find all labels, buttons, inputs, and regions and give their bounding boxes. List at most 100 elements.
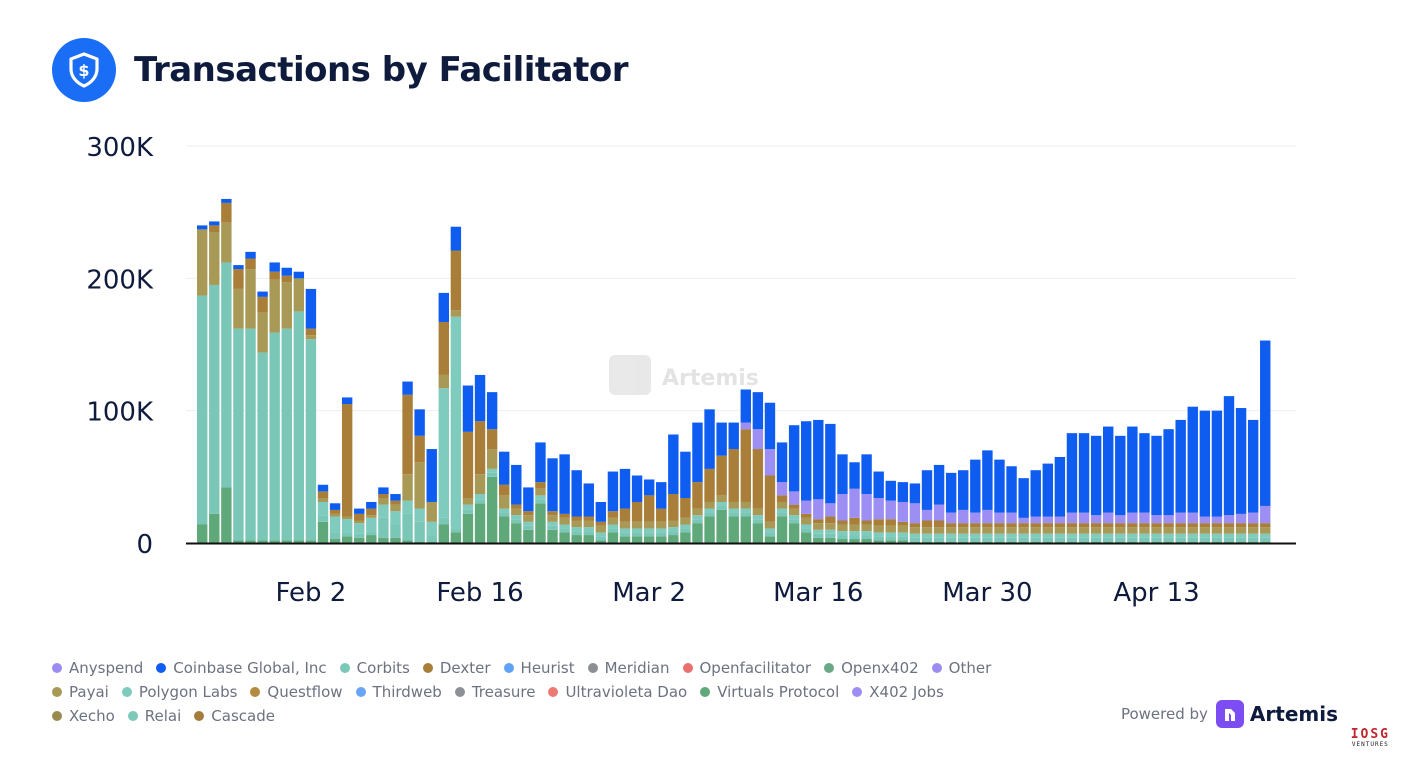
bar-segment [1139,537,1150,542]
legend-item[interactable]: Polygon Labs [121,683,237,701]
bar-segment [994,533,1005,538]
bar-segment [837,520,848,525]
legend-item[interactable]: Coinbase Global, Inc [156,659,327,677]
legend-item[interactable]: Thirdweb [355,683,442,701]
bar-segment [1175,527,1186,534]
bar-segment [1054,537,1066,542]
bar-segment [474,494,486,500]
bar-segment [595,521,607,526]
bar-segment [414,521,425,542]
bar-segment [305,328,317,336]
legend-item[interactable]: Relai [127,707,181,725]
legend-label: Meridian [604,659,670,677]
bar-segment [643,536,655,543]
legend-item[interactable]: Questflow [250,683,343,701]
bar-segment [1247,419,1259,513]
legend-item[interactable]: Other [931,659,991,677]
legend-item[interactable]: Openfacilitator [682,659,811,677]
legend-item[interactable]: Corbits [339,659,410,677]
legend-item[interactable]: Virtuals Protocol [700,683,839,701]
legend-item[interactable]: Cascade [194,707,275,725]
bar-segment [1247,541,1259,543]
legend-item[interactable]: Heurist [503,659,575,677]
bar-segment [1115,435,1126,516]
bar-segment [366,517,377,532]
bar-segment [354,520,365,524]
bar-segment [1187,527,1198,534]
bar-segment [1042,537,1053,542]
bar-segment [426,535,437,542]
bar-segment [680,528,691,533]
bar-segment [245,258,256,270]
bar-segment [414,409,425,436]
legend-dot-icon [931,663,942,673]
bar-segment [1042,463,1053,517]
legend-item[interactable]: Treasure [454,683,535,701]
legend-row: Xecho Relai Cascade [52,704,1112,728]
bar-segment [716,495,727,502]
bar-segment [656,508,667,522]
legend-item[interactable]: Dexter [422,659,491,677]
bar-segment [329,509,341,514]
bar-segment [233,328,244,541]
bar-segment [197,229,208,296]
bar-segment [631,528,643,533]
legend-item[interactable]: Ultravioleta Dao [548,683,687,701]
bar-segment [1115,523,1126,528]
bar-segment [378,487,389,495]
bar-segment [438,374,449,389]
bar-segment [970,533,981,538]
bar-segment [909,527,921,534]
bar-segment [583,535,594,543]
bar-segment [764,536,776,543]
bar-segment [1163,523,1174,528]
bar-segment [801,500,812,514]
bar-segment [462,504,474,510]
bar-segment [499,516,510,543]
bar-segment [958,541,969,543]
legend-item[interactable]: Xecho [52,707,115,725]
bar-segment [1187,541,1198,543]
bar-segment [1199,516,1211,524]
bar-segment [1090,435,1102,516]
bar-segment [378,494,389,499]
bar-segment [994,537,1005,542]
bar-segment [909,483,921,504]
legend-item[interactable]: Meridian [587,659,670,677]
bar-segment [680,524,691,529]
bar-segment [450,316,462,529]
bar-segment [813,519,824,524]
shield-dollar-icon: $ [52,38,116,102]
bar-segment [281,540,292,543]
stacked-bar-chart: 0 100K 200K 300K Artemis Feb 2 Feb 16 Mar 2 Mar … [86,133,1296,608]
bar-segment [257,296,268,313]
bar-segment [1030,516,1041,524]
bar-segment [1199,527,1211,534]
bar-segment [873,525,884,533]
bar-segment [583,483,594,517]
legend-item[interactable]: Openx402 [824,659,919,677]
legend-item[interactable]: Anyspend [52,659,143,677]
legend-row: Anyspend Coinbase Global, Inc Corbits Dexte… [52,656,1112,680]
bar-segment [1078,537,1090,542]
bar-segment [909,541,921,543]
bar-segment [728,512,739,517]
y-tick-label: 0 [136,530,153,560]
bar-segment [692,422,703,483]
bar-segment [825,537,836,543]
legend-item[interactable]: Payai [52,683,109,701]
legend-item[interactable]: X402 Jobs [852,683,944,701]
bar-segment [801,513,812,518]
bar-segment [341,519,353,533]
bar-segment [281,267,292,276]
bar-segment [849,488,860,518]
bar-segment [523,521,534,526]
bar-segment [1175,537,1186,542]
bar-segment [535,503,546,543]
bar-segment [619,521,631,529]
bar-segment [728,422,739,450]
legend-dot-icon [194,711,205,721]
bar-segment [341,397,353,405]
bar-segment [1090,515,1102,524]
bar-segment [462,431,474,499]
